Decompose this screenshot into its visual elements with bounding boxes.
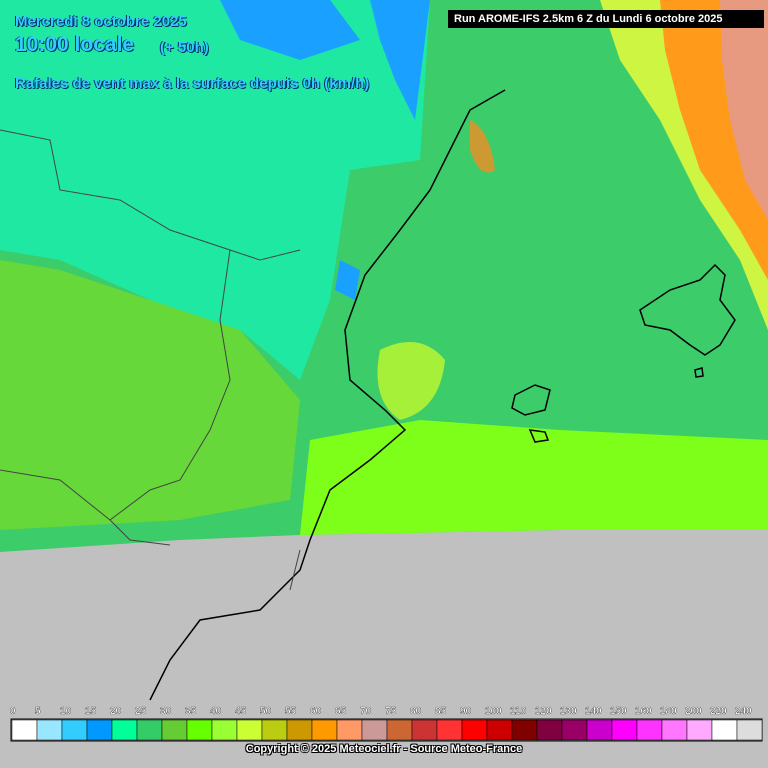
copyright: Copyright © 2025 Meteociel.fr - Source M…	[245, 743, 523, 755]
legend-swatch	[11, 719, 38, 741]
legend-label: 30	[160, 706, 172, 717]
legend-swatch	[561, 719, 588, 741]
legend-swatch	[86, 719, 113, 741]
legend-label: 10	[60, 706, 72, 717]
legend-label: 75	[385, 706, 397, 717]
run-info: Run AROME-IFS 2.5km 6 Z du Lundi 6 octob…	[448, 10, 764, 28]
legend-swatch	[736, 719, 763, 741]
legend-swatch	[536, 719, 563, 741]
legend-label: 55	[285, 706, 297, 717]
legend-swatch	[36, 719, 63, 741]
legend-swatch	[136, 719, 163, 741]
legend-swatch	[611, 719, 638, 741]
legend-swatch	[511, 719, 538, 741]
time: 10:00 locale	[15, 33, 135, 56]
legend-label: 40	[210, 706, 222, 717]
legend-swatch	[336, 719, 363, 741]
legend-label: 15	[85, 706, 97, 717]
field-name: Rafales de vent max à la surface depuis …	[15, 75, 370, 92]
legend-swatch	[211, 719, 238, 741]
legend-swatch	[686, 719, 713, 741]
legend-swatch	[586, 719, 613, 741]
field-lime	[300, 420, 768, 535]
legend-label: 220	[710, 706, 727, 717]
legend-swatch	[261, 719, 288, 741]
legend-label: 5	[35, 706, 41, 717]
legend-label: 150	[610, 706, 627, 717]
legend-label: 180	[660, 706, 677, 717]
legend-label: 65	[335, 706, 347, 717]
legend-swatch	[411, 719, 438, 741]
legend-label: 160	[635, 706, 652, 717]
legend-swatch	[386, 719, 413, 741]
legend-label: 120	[535, 706, 552, 717]
legend-swatch	[286, 719, 313, 741]
legend-swatch	[186, 719, 213, 741]
legend-label: 80	[410, 706, 422, 717]
coastline	[149, 89, 506, 701]
legend-swatch	[361, 719, 388, 741]
legend-swatch	[61, 719, 88, 741]
legend-label: 110	[510, 706, 527, 717]
borders	[0, 129, 301, 591]
date: Mercredi 8 octobre 2025	[15, 13, 187, 30]
legend-label: 140	[585, 706, 602, 717]
legend-label: 90	[460, 706, 472, 717]
legend-swatch	[436, 719, 463, 741]
legend-label: 85	[435, 706, 447, 717]
legend-swatch	[161, 719, 188, 741]
legend-label: 45	[235, 706, 247, 717]
lead-time: (+ 50h)	[160, 39, 209, 56]
field-salmon	[720, 0, 768, 220]
legend-label: 25	[135, 706, 147, 717]
legend-swatch	[111, 719, 138, 741]
legend-swatch	[661, 719, 688, 741]
legend-swatch	[461, 719, 488, 741]
legend-label: 20	[110, 706, 122, 717]
legend-swatch	[711, 719, 738, 741]
legend-swatch	[636, 719, 663, 741]
legend-label: 60	[310, 706, 322, 717]
legend-label: 100	[485, 706, 502, 717]
field-blue	[220, 0, 430, 300]
legend-swatch	[486, 719, 513, 741]
field-green	[0, 260, 300, 530]
field-teal	[0, 0, 430, 380]
legend-swatch	[236, 719, 263, 741]
legend-label: 200	[685, 706, 702, 717]
field-lime-patch	[377, 342, 445, 420]
legend-label: 35	[185, 706, 197, 717]
field-gust-patch	[470, 120, 495, 173]
island-mallorca	[639, 263, 736, 356]
legend-swatch	[311, 719, 338, 741]
legend-label: 240	[735, 706, 752, 717]
legend-label: 70	[360, 706, 372, 717]
legend-label: 50	[260, 706, 272, 717]
legend-label: 130	[560, 706, 577, 717]
islands	[511, 367, 704, 443]
legend-label: 0	[10, 706, 16, 717]
